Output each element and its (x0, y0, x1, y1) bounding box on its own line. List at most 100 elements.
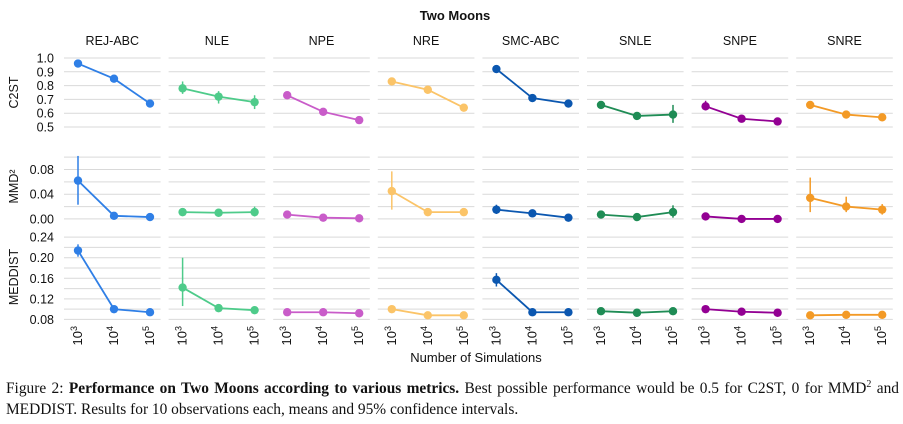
x-tick-label: 103 (592, 326, 608, 345)
x-tick-label: 103 (278, 326, 294, 345)
data-point-meddist-snre (878, 310, 887, 319)
data-point-cst-rej-abc (73, 59, 83, 68)
data-point-mmd-smc-abc (528, 209, 537, 218)
data-point-cst-snre (806, 100, 815, 110)
x-tick-label: 104 (628, 326, 644, 345)
chart-title: Two Moons (420, 8, 491, 23)
data-point-mmd-snle (632, 212, 642, 222)
series-line-meddist-rej-abc (77, 250, 151, 314)
data-point-mmd-npe (319, 213, 328, 222)
data-point-meddist-npe (319, 308, 328, 317)
x-tick-label: 104 (419, 326, 435, 345)
data-point-meddist-smc-abc (492, 275, 501, 285)
data-point-meddist-rej-abc (73, 246, 83, 255)
column-header-nre: NRE (413, 34, 439, 48)
data-point-cst-snpe (737, 114, 746, 123)
column-header-npe: NPE (309, 34, 335, 48)
data-point-mmd-nle (214, 208, 223, 217)
y-tick-label-meddist: 0.16 (30, 272, 54, 286)
y-tick-label-mmd: 0.08 (30, 163, 54, 177)
y-tick-label-meddist: 0.12 (30, 292, 54, 306)
caption-text-2: and MEDDIST. Results for 10 observations… (6, 380, 899, 418)
caption-bold-title: Performance on Two Moons according to va… (68, 380, 460, 397)
x-tick-label: 103 (697, 326, 713, 345)
data-point-mmd-nle (250, 207, 259, 217)
series-line-mmd-rej-abc (77, 179, 151, 218)
data-point-mmd-rej-abc (109, 211, 119, 221)
data-point-cst-snle (632, 111, 642, 121)
data-point-meddist-nre (459, 311, 468, 320)
data-point-mmd-nre (387, 186, 396, 196)
data-point-cst-nre (459, 103, 468, 112)
x-tick-label: 105 (769, 326, 785, 345)
y-tick-label-mmd: 0.04 (30, 188, 54, 202)
data-point-mmd-snre (842, 202, 851, 211)
data-point-cst-snpe (773, 117, 782, 126)
data-point-meddist-snre (806, 311, 815, 320)
y-tick-label-cst: 1.0 (37, 52, 54, 66)
figure-caption: Figure 2: Performance on Two Moons accor… (6, 378, 899, 420)
data-point-meddist-nle (250, 305, 259, 315)
x-axis-label: Number of Simulations (410, 350, 542, 365)
data-point-mmd-snpe (737, 214, 746, 224)
y-tick-label-mmd: 0.00 (30, 212, 54, 226)
data-point-cst-snre (842, 110, 851, 119)
x-tick-label: 104 (733, 326, 749, 345)
data-point-meddist-npe (355, 309, 364, 318)
caption-label: Figure 2: (6, 380, 64, 397)
data-point-cst-nle (214, 92, 223, 101)
data-point-cst-snle (596, 100, 606, 110)
data-point-mmd-npe (283, 210, 292, 219)
data-point-cst-npe (283, 91, 292, 100)
x-tick-label: 104 (523, 326, 539, 345)
column-header-nle: NLE (205, 34, 229, 48)
y-tick-label-cst: 0.7 (37, 93, 54, 107)
x-tick-label: 105 (455, 326, 471, 345)
figure-chart: Two Moons Number of Simulations REJ-ABC N… (7, 8, 893, 365)
data-point-mmd-snre (806, 193, 815, 203)
data-point-mmd-snre (878, 205, 887, 214)
data-point-meddist-nle (214, 303, 223, 313)
data-point-mmd-rej-abc (73, 176, 83, 185)
data-point-cst-snle (668, 110, 678, 119)
data-point-meddist-snpe (773, 308, 782, 317)
x-tick-label: 105 (141, 326, 157, 345)
data-point-meddist-nre (387, 304, 396, 314)
caption-superscript: 2 (866, 378, 872, 390)
data-point-mmd-snpe (773, 214, 782, 224)
column-header-snre: SNRE (827, 34, 862, 48)
x-tick-label: 103 (801, 326, 817, 345)
column-header-snpe: SNPE (723, 34, 757, 48)
y-tick-label-cst: 0.9 (37, 65, 54, 79)
data-point-meddist-rej-abc (145, 308, 155, 317)
data-point-meddist-smc-abc (528, 308, 537, 317)
x-tick-label: 105 (246, 326, 262, 345)
data-point-mmd-snpe (701, 212, 710, 221)
row-label-cst: C2ST (7, 76, 21, 108)
x-tick-label: 105 (873, 326, 889, 345)
data-point-mmd-smc-abc (492, 205, 501, 214)
row-label-meddist: MEDDIST (7, 249, 21, 306)
data-point-meddist-nle (178, 283, 187, 292)
x-tick-label: 103 (383, 326, 399, 345)
x-tick-label: 103 (487, 326, 503, 345)
y-tick-label-meddist: 0.20 (30, 251, 54, 265)
column-header-rej-abc: REJ-ABC (86, 34, 139, 48)
data-point-mmd-nle (178, 207, 187, 217)
data-point-meddist-snpe (701, 304, 710, 314)
series-line-cst-rej-abc (77, 62, 151, 105)
data-point-cst-npe (355, 115, 364, 125)
series-line-meddist-smc-abc (495, 279, 569, 314)
data-point-cst-smc-abc (564, 99, 573, 108)
data-point-mmd-snle (596, 210, 606, 219)
data-point-meddist-smc-abc (564, 308, 573, 317)
data-point-meddist-snre (842, 310, 851, 319)
data-point-mmd-rej-abc (145, 212, 155, 222)
x-tick-label: 104 (837, 326, 853, 345)
x-tick-label: 104 (210, 326, 226, 345)
small-multiples-grid: REJ-ABC NLE NPE NRE SMC-ABC SNLE SNPE SNRE1.00.… (7, 34, 893, 345)
column-header-snle: SNLE (619, 34, 652, 48)
data-point-cst-rej-abc (145, 99, 155, 108)
data-point-cst-nre (423, 85, 432, 94)
data-point-cst-snre (878, 113, 887, 122)
